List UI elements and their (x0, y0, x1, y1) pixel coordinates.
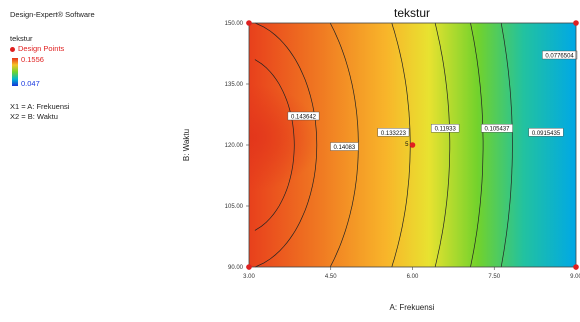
contour-line-4 (434, 22, 451, 268)
color-scale-max: 0.1556 (21, 55, 44, 64)
design-point-0 (246, 264, 252, 270)
contour-line-1 (255, 22, 318, 268)
design-point-2 (573, 264, 579, 270)
contour-label-6: 0.0776504 (545, 54, 574, 60)
x-tick-label-0: 3.00 (243, 274, 255, 280)
chart-title: tekstur (394, 6, 430, 20)
response-name: tekstur (10, 34, 33, 43)
contour-label-box-3 (431, 123, 460, 133)
design-points: 5 (246, 20, 579, 270)
y-tick-label-0: 90.00 (228, 265, 244, 271)
y-tick-label-2: 120.00 (225, 143, 244, 149)
contour-label-box-4 (481, 123, 513, 133)
factor-x2: X2 = B: Waktu (10, 112, 58, 121)
design-point-icon (10, 46, 15, 52)
design-point-3 (573, 20, 579, 26)
contour-label-5: 0.0915435 (532, 131, 561, 137)
contour-label-box-0 (287, 111, 320, 121)
x-tick-label-2: 6.00 (407, 274, 419, 280)
design-points-label: Design Points (18, 44, 65, 53)
software-name: Design-Expert® Software (10, 10, 95, 19)
x-tick-label-1: 4.50 (325, 274, 337, 280)
contour-line-5 (470, 22, 484, 268)
contour-labels: 0.143642 0.14083 0.133223 0.11933 0.105437 0.… (287, 50, 578, 151)
y-tick-label-1: 105.00 (225, 204, 244, 210)
contour-label-0: 0.143642 (291, 115, 317, 121)
factor-x1: X1 = A: Frekuensi (10, 102, 70, 111)
contour-label-box-5 (528, 128, 564, 137)
design-points-legend: Design Points (10, 44, 95, 54)
design-point-1 (246, 20, 252, 26)
x-tick-label-4: 9.00 (570, 274, 580, 280)
x-tick-label-3: 7.50 (488, 274, 500, 280)
contour-label-box-1 (330, 142, 359, 151)
contour-line-0 (254, 59, 295, 231)
y-axis-title: B: Waktu (182, 129, 191, 161)
color-scale-min: 0.047 (21, 79, 40, 88)
y-tick-label-4: 150.00 (225, 21, 244, 27)
x-axis-title: A: Frekuensi (390, 303, 435, 312)
factor-list: X1 = A: Frekuensi X2 = B: Waktu (10, 102, 95, 122)
contour-label-2: 0.133223 (381, 131, 407, 137)
contour-label-box-2 (377, 128, 410, 137)
design-point-count-4: 5 (405, 142, 409, 148)
contour-line-6 (500, 22, 513, 268)
y-tick-label-3: 135.00 (225, 82, 244, 88)
contour-label-1: 0.14083 (334, 145, 356, 151)
contour-label-3: 0.11933 (435, 127, 457, 133)
color-scale: 0.1556 0.047 (10, 55, 95, 88)
contour-label-4: 0.105437 (484, 127, 510, 133)
side-legend-panel: Design-Expert® Software tekstur Design P… (10, 10, 95, 122)
color-scale-bar (12, 58, 18, 86)
contour-label-box-6 (542, 50, 578, 60)
design-point-4 (409, 142, 416, 148)
